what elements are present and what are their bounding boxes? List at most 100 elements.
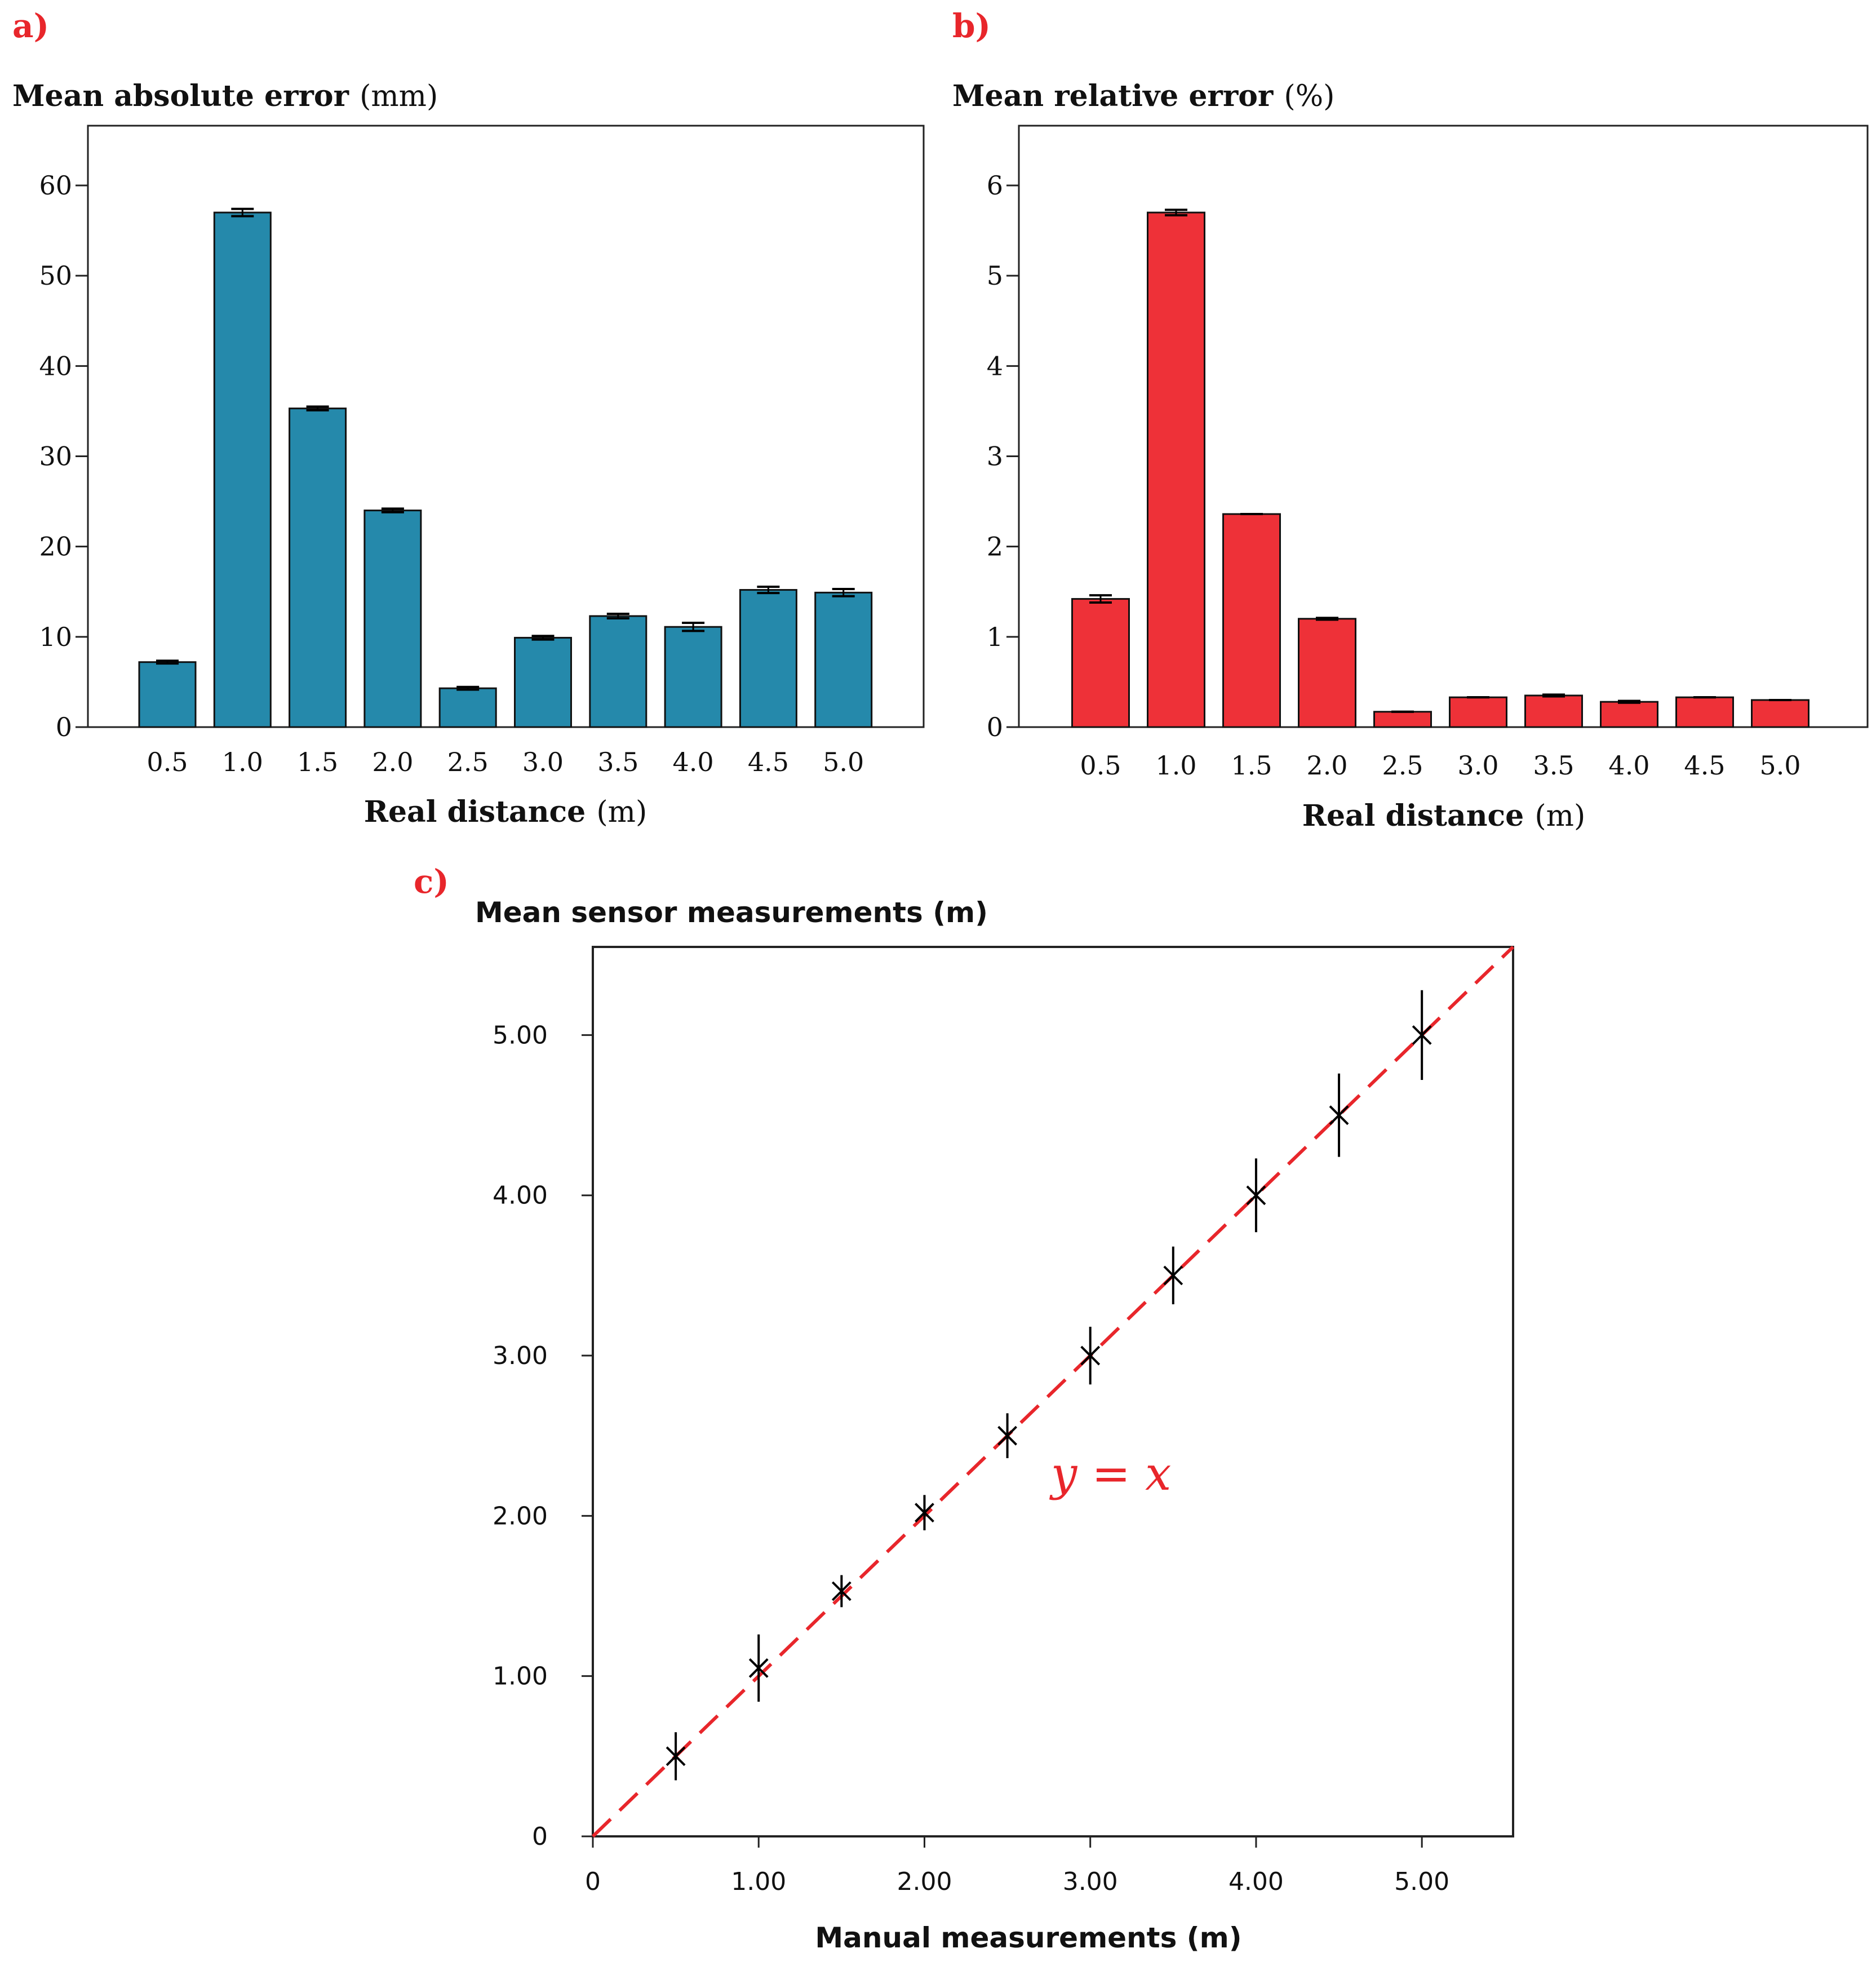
panel-b-title-main: Mean relative error	[952, 79, 1274, 113]
a-ytick-label: 20	[39, 532, 72, 562]
b-xtick-label: 0.5	[1080, 750, 1121, 781]
a-error-bar	[682, 622, 705, 632]
c-xtick-label: 1.00	[731, 1867, 786, 1896]
panel-b-x-axis: 0.5 1.0 1.5 2.0 2.5 3.0 3.5 4.0 4.5 5.0	[1080, 750, 1800, 781]
b-error-bar	[1089, 594, 1112, 604]
a-error-bar	[832, 587, 855, 597]
panel-a-title-main: Mean absolute error	[12, 79, 349, 113]
a-error-bar	[757, 585, 780, 595]
c-data-point	[1329, 1073, 1349, 1157]
panel-a-letter: a)	[12, 7, 49, 45]
panel-c: c) Mean sensor measurements (m) 0 1.00 2.0…	[414, 862, 1515, 1954]
c-marker	[915, 1503, 934, 1523]
a-xtick-label: 1.5	[297, 747, 338, 777]
panel-b-xlabel: Real distance (m)	[1302, 799, 1586, 833]
c-xtick-label: 3.00	[1063, 1867, 1118, 1896]
a-error-bar	[156, 659, 179, 665]
b-error-bar	[1316, 617, 1338, 621]
c-data-point	[1080, 1326, 1101, 1385]
panel-a-xlabel-main: Real distance	[364, 795, 586, 829]
c-marker	[1246, 1185, 1266, 1206]
c-marker	[1080, 1345, 1101, 1366]
c-ytick-label: 5.00	[493, 1021, 548, 1050]
c-data-point	[831, 1575, 851, 1608]
a-bar	[814, 591, 873, 728]
b-bar	[1600, 701, 1658, 728]
panel-a: a) Mean absolute error (mm) 0 10 20 30 40 50 6…	[12, 7, 925, 829]
b-bar	[1222, 513, 1281, 728]
a-bar	[514, 636, 572, 728]
panel-a-plot-frame	[87, 125, 925, 728]
panel-b-letter: b)	[952, 7, 991, 45]
c-xtick-label: 0	[585, 1867, 601, 1896]
panel-c-letter: c)	[414, 862, 449, 901]
c-marker	[748, 1658, 769, 1678]
c-ytick-label: 1.00	[493, 1662, 548, 1691]
a-xtick-label: 3.0	[522, 747, 564, 777]
b-ytick-label: 0	[987, 712, 1003, 742]
b-bar	[1373, 711, 1432, 728]
c-data-point	[748, 1634, 769, 1702]
a-ytick-label: 30	[39, 441, 72, 472]
a-xtick-label: 2.5	[447, 747, 489, 777]
panel-b-plot-frame	[1018, 125, 1869, 728]
b-bar	[1675, 696, 1734, 728]
panel-a-xlabel: Real distance (m)	[364, 795, 647, 829]
c-marker	[831, 1581, 851, 1601]
a-bar	[289, 408, 347, 728]
b-xtick-label: 4.5	[1684, 750, 1725, 781]
panel-b-xlabel-unit: (m)	[1534, 799, 1585, 833]
b-ytick-label: 5	[987, 260, 1003, 291]
b-xtick-label: 3.5	[1533, 750, 1574, 781]
a-bar	[589, 615, 647, 728]
c-data-point	[997, 1413, 1017, 1458]
panel-a-x-axis: 0.5 1.0 1.5 2.0 2.5 3.0 3.5 4.0 4.5 5.0	[147, 747, 864, 777]
a-xtick-label: 5.0	[823, 747, 864, 777]
panel-c-xlabel: Manual measurements (m)	[815, 1921, 1241, 1954]
b-error-bar	[1165, 209, 1187, 216]
panel-a-title-unit: (mm)	[360, 79, 438, 113]
panel-b: b) Mean relative error (%) 0 1 2 3 4 5 6 0.5 1.…	[952, 7, 1869, 833]
a-ytick-label: 50	[39, 260, 72, 291]
panel-c-points	[666, 990, 1432, 1781]
a-error-bar	[531, 635, 555, 641]
c-ytick-label: 2.00	[493, 1502, 548, 1530]
b-bar	[1449, 696, 1507, 728]
c-xtick-label: 5.00	[1394, 1867, 1449, 1896]
b-bar	[1751, 699, 1810, 728]
a-error-bar	[306, 405, 329, 411]
b-ytick-label: 4	[987, 351, 1003, 381]
c-xtick-label: 4.00	[1229, 1867, 1284, 1896]
a-ytick-label: 40	[39, 351, 72, 381]
panel-c-x-axis: 0 1.00 2.00 3.00 4.00 5.00	[585, 1836, 1449, 1896]
a-xtick-label: 3.5	[597, 747, 638, 777]
a-error-bar	[606, 612, 629, 619]
c-marker	[666, 1746, 686, 1766]
b-error-bar	[1618, 699, 1640, 704]
a-ytick-label: 10	[39, 622, 72, 652]
a-bar	[438, 687, 497, 728]
panel-c-reference-line-label: y = x	[1049, 1447, 1171, 1501]
a-bar	[363, 510, 422, 728]
panel-b-xlabel-main: Real distance	[1302, 799, 1524, 833]
c-ytick-label: 0	[532, 1822, 548, 1851]
a-error-bar	[381, 507, 404, 513]
a-error-bar	[231, 207, 254, 218]
a-bar	[664, 626, 722, 728]
c-data-point	[666, 1732, 686, 1781]
a-xtick-label: 1.0	[222, 747, 263, 777]
b-bar	[1071, 598, 1130, 728]
a-xtick-label: 2.0	[372, 747, 413, 777]
b-xtick-label: 1.5	[1231, 750, 1272, 781]
c-data-point	[915, 1495, 934, 1530]
b-xtick-label: 4.0	[1608, 750, 1649, 781]
panel-b-title-unit: (%)	[1284, 79, 1334, 113]
b-xtick-label: 2.5	[1382, 750, 1423, 781]
panel-c-reference-line	[591, 945, 1515, 1838]
c-xtick-label: 2.00	[897, 1867, 952, 1896]
panel-a-xlabel-unit: (m)	[596, 795, 647, 829]
a-bar	[138, 661, 197, 728]
b-ytick-label: 1	[987, 622, 1003, 652]
a-bar	[739, 589, 797, 728]
